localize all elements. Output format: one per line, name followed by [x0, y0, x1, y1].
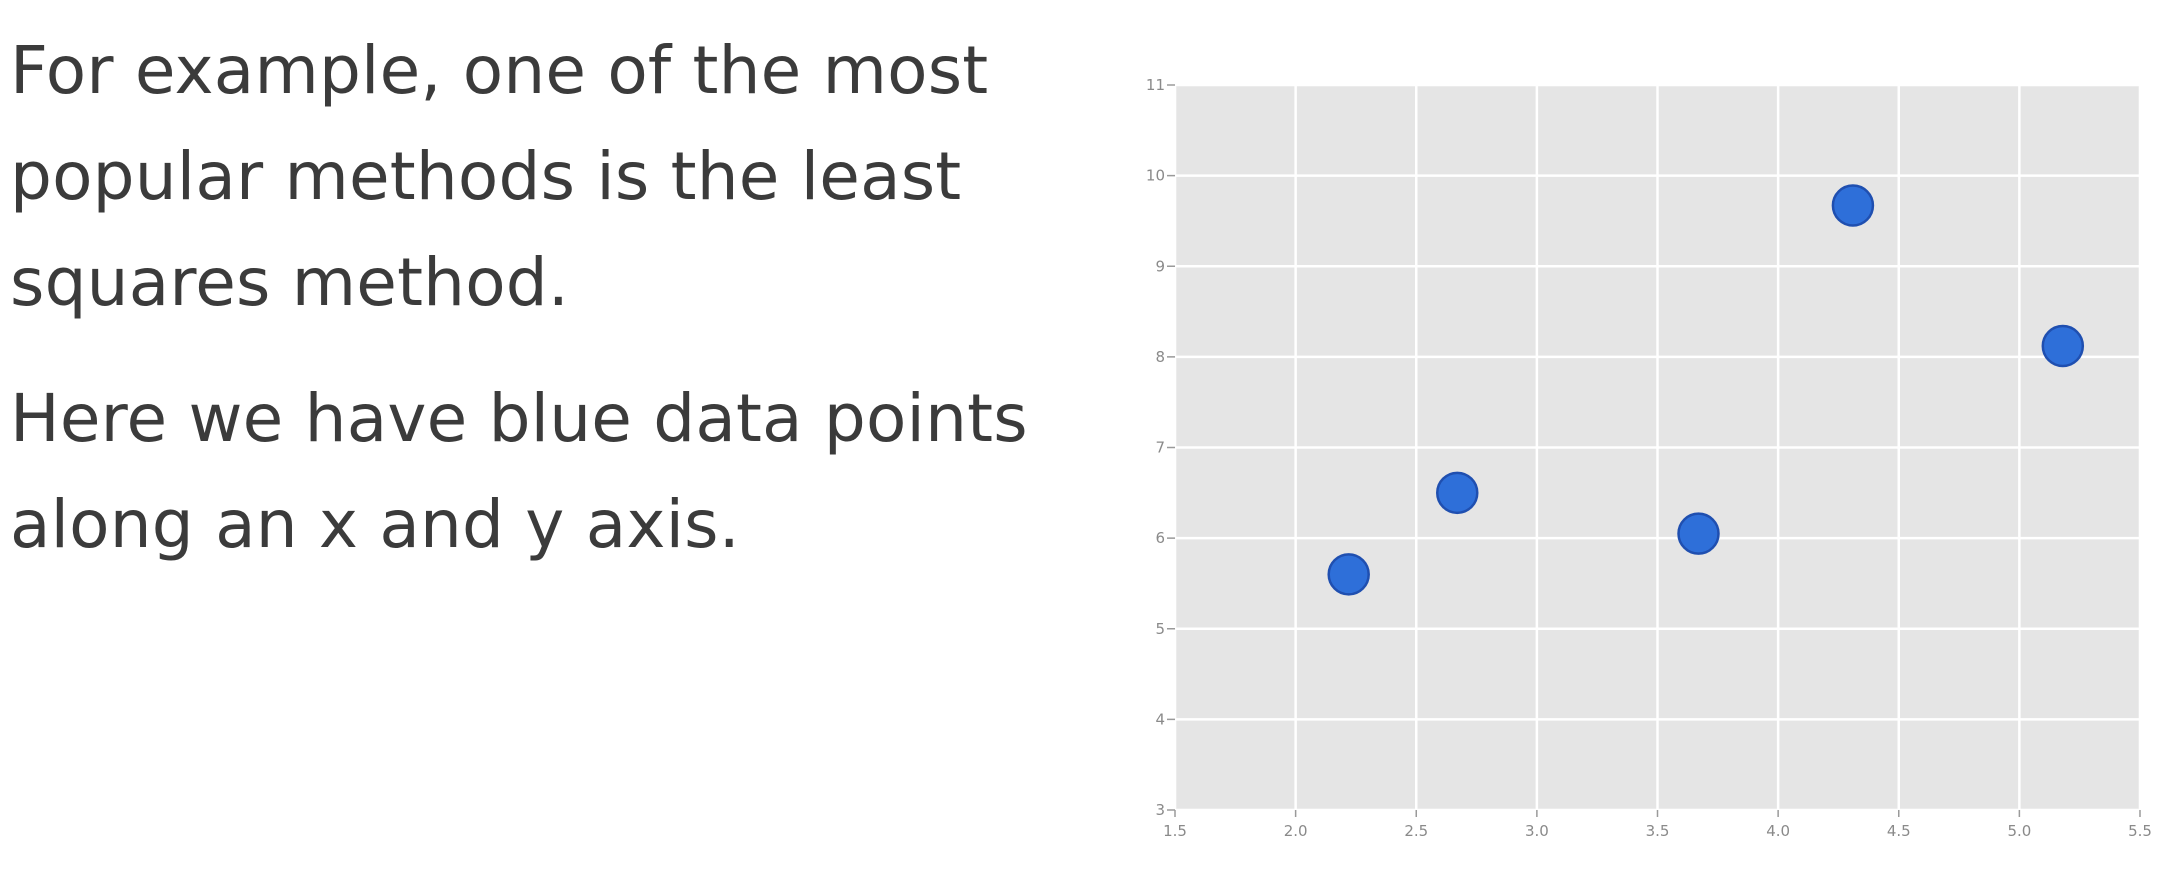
paragraph-blue-points: Here we have blue data points along an x…	[10, 380, 1028, 563]
x-tick-label: 3.0	[1525, 822, 1549, 840]
x-tick-label: 2.5	[1404, 822, 1428, 840]
data-point	[1327, 553, 1370, 596]
slide-text: For example, one of the most popular met…	[10, 18, 1050, 608]
y-tick-label: 9	[1155, 257, 1165, 275]
y-tick-label: 11	[1146, 76, 1165, 94]
axes: 1.5 2.0 2.5 3.0 3.5 4.0 4.5 5.0 5.5 3 4 5 6 7 8 9 10 11	[1146, 76, 2152, 840]
data-point	[1436, 471, 1479, 515]
scatter-chart: 1.5 2.0 2.5 3.0 3.5 4.0 4.5 5.0 5.5 3 4 5 6 7 8 9 10 11	[1110, 40, 2180, 870]
paragraph-least-squares: For example, one of the most popular met…	[10, 32, 989, 321]
x-tick-label: 1.5	[1163, 822, 1187, 840]
y-tick-label: 5	[1155, 620, 1165, 638]
y-tick-label: 8	[1155, 348, 1165, 366]
x-tick-label: 5.0	[2007, 822, 2031, 840]
x-tick-label: 4.0	[1766, 822, 1790, 840]
data-point	[1831, 184, 1875, 227]
data-points	[1327, 184, 2085, 596]
y-tick-label: 4	[1155, 710, 1165, 728]
data-point	[2041, 324, 2085, 368]
y-tick-label: 6	[1155, 529, 1165, 547]
y-tick-label: 10	[1146, 167, 1165, 185]
chart-svg: 1.5 2.0 2.5 3.0 3.5 4.0 4.5 5.0 5.5 3 4 5 6 7 8 9 10 11	[1146, 76, 2152, 840]
x-tick-label: 3.5	[1646, 822, 1670, 840]
y-tick-label: 7	[1155, 439, 1165, 457]
x-tick-label: 4.5	[1887, 822, 1911, 840]
x-tick-label: 5.5	[2128, 822, 2152, 840]
data-point	[1677, 512, 1720, 555]
x-tick-label: 2.0	[1284, 822, 1308, 840]
y-tick-label: 3	[1155, 801, 1165, 819]
